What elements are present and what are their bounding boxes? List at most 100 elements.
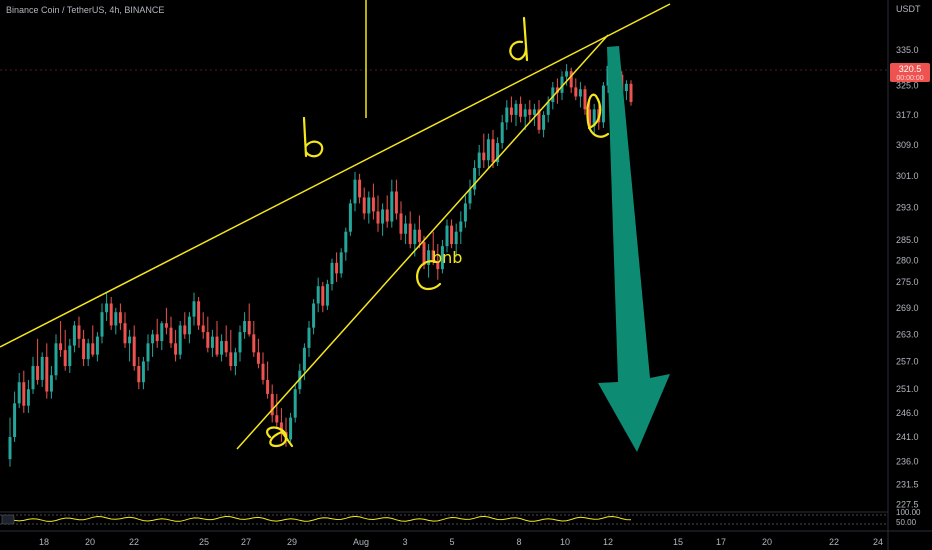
- candle-body: [583, 89, 587, 110]
- candle-body: [629, 83, 633, 102]
- candle-body: [588, 109, 592, 127]
- candle-body: [417, 229, 421, 243]
- candle-body: [137, 366, 141, 383]
- candle-body: [362, 197, 366, 214]
- candle-body: [118, 312, 122, 324]
- candle-body: [128, 336, 132, 344]
- candle-body: [371, 197, 375, 212]
- candle-body: [551, 87, 555, 102]
- candle-body: [450, 225, 454, 245]
- time-tick-label: 12: [603, 537, 613, 547]
- candle-body: [141, 361, 145, 383]
- oscillator-collapse-button[interactable]: [1, 514, 15, 525]
- candle-body: [8, 437, 12, 460]
- candle-body: [385, 209, 389, 222]
- candle-body: [238, 332, 242, 353]
- candle-body: [187, 316, 191, 335]
- oscillator-level-high: 100.00: [896, 508, 921, 517]
- candle-body: [164, 323, 168, 328]
- candle-body: [601, 85, 605, 123]
- candle-body: [413, 229, 417, 245]
- candle-body: [537, 109, 541, 130]
- candle-body: [431, 250, 435, 261]
- candle-body: [174, 343, 178, 355]
- candle-body: [574, 87, 578, 97]
- time-tick-label: 22: [129, 537, 139, 547]
- last-price-countdown: 00:00:00: [896, 75, 923, 82]
- candle-body: [440, 246, 444, 270]
- price-tick-label: 280.0: [896, 256, 919, 266]
- candle-body: [252, 334, 256, 353]
- wave-d-glyph: [509, 16, 529, 62]
- candle-body: [229, 352, 233, 367]
- candle-body: [500, 122, 504, 144]
- candle-body: [54, 343, 58, 376]
- candle-body: [459, 221, 463, 232]
- price-tick-label: 241.0: [896, 432, 919, 442]
- time-tick-label: Aug: [353, 537, 369, 547]
- candle-body: [270, 393, 274, 416]
- price-tick-label: 293.0: [896, 202, 919, 212]
- candle-body: [390, 191, 394, 222]
- candle-body: [247, 321, 251, 335]
- price-tick-label: 257.0: [896, 356, 919, 366]
- candle-body: [59, 343, 63, 351]
- candle-body: [307, 327, 311, 348]
- candle-body: [49, 375, 53, 392]
- candle-body: [146, 343, 150, 362]
- candle-body: [151, 334, 155, 344]
- candle-body: [463, 203, 467, 222]
- candle-body: [109, 303, 113, 326]
- candle-body: [578, 89, 582, 97]
- lower-trendline[interactable]: [236, 34, 609, 450]
- candle-body: [528, 109, 532, 115]
- upper-trendline[interactable]: [0, 3, 671, 348]
- price-tick-label: 309.0: [896, 140, 919, 150]
- candle-body: [155, 334, 159, 342]
- candle-body: [473, 167, 477, 190]
- symbol-title: Binance Coin / TetherUS, 4h, BINANCE: [6, 5, 164, 15]
- candle-body: [183, 325, 187, 335]
- candle-body: [330, 262, 334, 285]
- price-axis[interactable]: 335.0 325.0 317.0 309.0 301.0 293.0 285.0 280.0…: [896, 45, 919, 510]
- candle-body: [482, 152, 486, 161]
- candle-body: [555, 87, 559, 93]
- price-tick-label: 269.0: [896, 303, 919, 313]
- candle-body: [289, 417, 293, 440]
- candle-body: [68, 345, 72, 367]
- price-tick-label: 263.0: [896, 329, 919, 339]
- candle-body: [491, 139, 495, 163]
- candle-body: [114, 312, 118, 326]
- time-axis[interactable]: 18 20 22 25 27 29 Aug 3 5 8 10 12 15 17 20 22 24: [39, 537, 883, 547]
- candle-body: [399, 213, 403, 234]
- candle-body: [312, 303, 316, 328]
- candle-body: [335, 262, 339, 274]
- candle-body: [321, 286, 325, 306]
- price-tick-label: 335.0: [896, 45, 919, 55]
- candle-body: [197, 301, 201, 326]
- candle-body: [169, 327, 173, 344]
- candle-body: [348, 203, 352, 232]
- time-tick-label: 22: [829, 537, 839, 547]
- candle-body: [302, 347, 306, 371]
- candle-body: [325, 284, 329, 306]
- candle-body: [13, 403, 17, 437]
- time-tick-label: 27: [241, 537, 251, 547]
- candle-body: [546, 101, 550, 115]
- candle-body: [445, 225, 449, 247]
- candle-body: [82, 338, 86, 360]
- candle-body: [100, 312, 104, 337]
- last-price-badge: [890, 63, 930, 82]
- candle-body: [592, 109, 596, 127]
- price-tick-label: 301.0: [896, 171, 919, 181]
- price-tick-label: 275.0: [896, 277, 919, 287]
- price-tick-label: 317.0: [896, 110, 919, 120]
- candle-body: [367, 197, 371, 214]
- candle-body: [486, 139, 490, 161]
- time-tick-label: 18: [39, 537, 49, 547]
- candle-body: [519, 103, 523, 117]
- candle-body: [31, 366, 35, 390]
- candle-body: [95, 336, 99, 355]
- candle-body: [123, 323, 127, 344]
